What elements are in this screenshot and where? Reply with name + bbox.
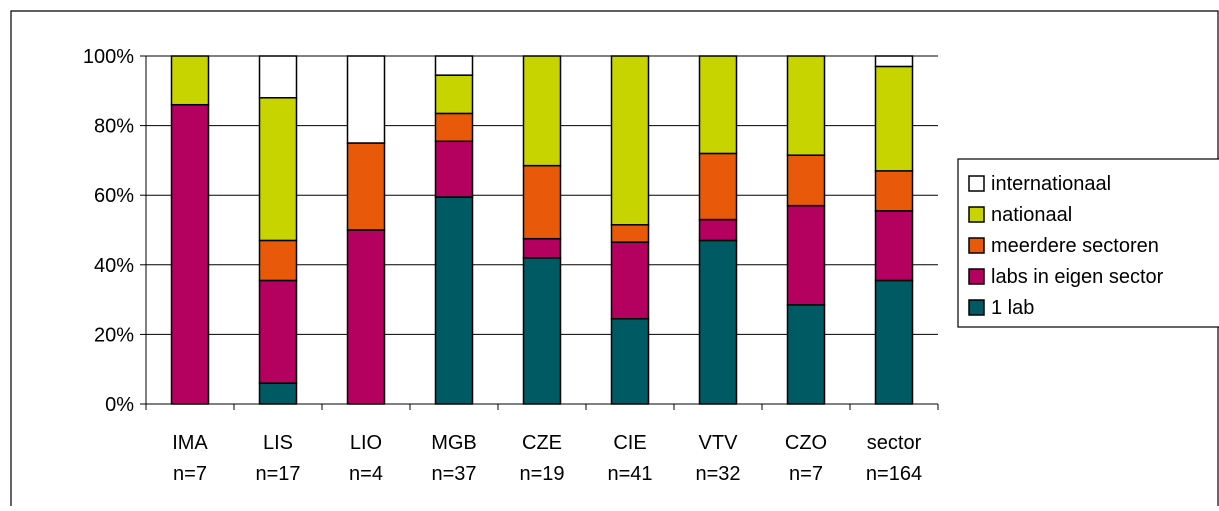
bar-segment <box>522 55 562 167</box>
legend-box <box>957 158 1219 328</box>
bar-segment <box>698 55 738 155</box>
legend-swatch <box>968 299 985 316</box>
bar-segment <box>698 239 738 405</box>
legend-swatch <box>968 268 985 285</box>
bar-segment <box>258 239 298 282</box>
bar-segment <box>610 241 650 320</box>
x-category-label: CZO n=7 <box>785 432 827 485</box>
y-tick-label: 0% <box>105 394 134 416</box>
legend-label: internationaal <box>991 173 1111 195</box>
bar-segment <box>522 257 562 405</box>
bar-segment <box>610 224 650 243</box>
bar-segment <box>786 55 826 156</box>
y-tick-label: 40% <box>94 255 134 277</box>
legend-swatch <box>968 237 985 254</box>
bar-segment <box>874 65 914 172</box>
bar-segment <box>434 112 474 143</box>
y-tick-label: 100% <box>83 46 134 68</box>
bar-segment <box>874 170 914 212</box>
bar-segment <box>346 55 386 144</box>
legend-label: nationaal <box>991 204 1072 226</box>
legend-swatch <box>968 175 985 192</box>
bar-segment <box>258 97 298 242</box>
x-category-label: LIS n=17 <box>255 432 300 485</box>
bar-segment <box>522 237 562 259</box>
x-category-label: sector n=164 <box>866 432 922 485</box>
bar-segment <box>346 229 386 405</box>
bar-segment <box>698 152 738 221</box>
bar-segment <box>434 74 474 115</box>
legend-label: labs in eigen sector <box>991 266 1164 288</box>
bar-segment <box>434 55 474 76</box>
x-category-label: IMA n=7 <box>172 432 208 485</box>
bar-segment <box>170 103 210 405</box>
x-category-label: CZE n=19 <box>519 432 564 485</box>
bar-segment <box>610 55 650 226</box>
bar-segment <box>874 279 914 405</box>
bar-segment <box>434 196 474 405</box>
x-category-label: MGB n=37 <box>431 432 477 485</box>
bar-segment <box>698 218 738 242</box>
bar-segment <box>346 142 386 231</box>
x-category-label: LIO n=4 <box>349 432 383 485</box>
bar-segment <box>874 55 914 68</box>
bar-segment <box>434 140 474 198</box>
bar-segment <box>610 317 650 405</box>
legend-label: meerdere sectoren <box>991 235 1159 257</box>
bar-segment <box>522 164 562 240</box>
bar-segment <box>786 304 826 405</box>
y-tick-label: 60% <box>94 185 134 207</box>
x-category-label: VTV n=32 <box>695 432 740 485</box>
bar-segment <box>874 210 914 282</box>
bar-segment <box>258 382 298 405</box>
legend-swatch <box>968 206 985 223</box>
y-tick-label: 20% <box>94 324 134 346</box>
y-tick-label: 80% <box>94 116 134 138</box>
bar-segment <box>786 204 826 306</box>
bar-segment <box>170 55 210 106</box>
x-category-label: CIE n=41 <box>607 432 652 485</box>
legend-label: 1 lab <box>991 297 1034 319</box>
bar-segment <box>258 279 298 384</box>
bar-segment <box>258 55 298 99</box>
bar-segment <box>786 154 826 207</box>
